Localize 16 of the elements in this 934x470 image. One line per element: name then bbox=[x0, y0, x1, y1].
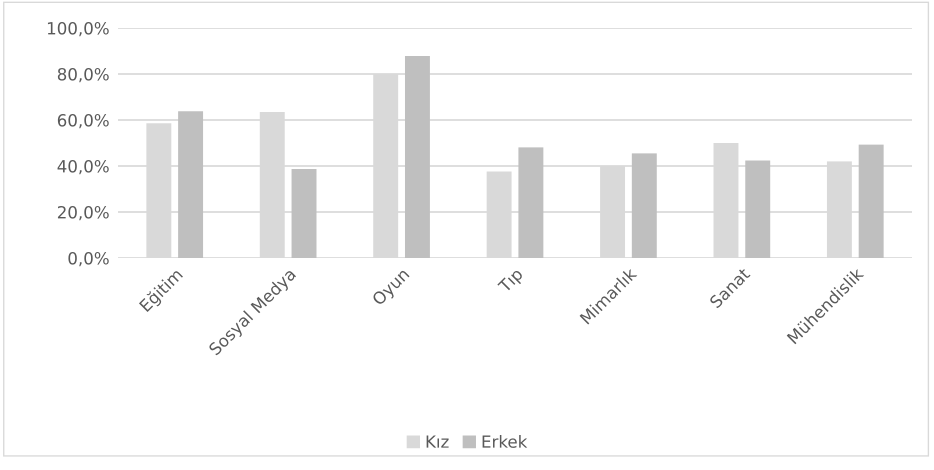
y-tick-label: 60,0% bbox=[58, 114, 109, 128]
y-tick-label: 80,0% bbox=[58, 68, 109, 82]
x-tick-label: Tıp bbox=[497, 267, 526, 296]
legend-label: Kız bbox=[426, 436, 449, 448]
y-tick-label: 20,0% bbox=[58, 206, 109, 220]
y-tick-label: 0,0% bbox=[68, 252, 109, 266]
legend-label: Erkek bbox=[482, 435, 528, 448]
bar bbox=[404, 56, 430, 258]
bar bbox=[292, 168, 316, 258]
bar bbox=[178, 111, 204, 258]
y-tick-label: 40,0% bbox=[58, 160, 109, 174]
bar bbox=[518, 147, 544, 258]
bar bbox=[632, 153, 657, 258]
bar bbox=[745, 160, 770, 258]
y-tick-label: 100,0% bbox=[48, 22, 109, 36]
bar bbox=[858, 144, 884, 258]
